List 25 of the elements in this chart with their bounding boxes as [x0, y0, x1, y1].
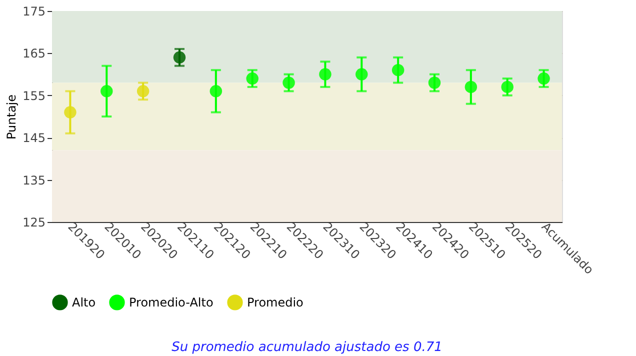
point — [319, 68, 332, 80]
point — [501, 80, 514, 94]
point — [246, 72, 258, 85]
point — [538, 72, 550, 85]
point — [64, 106, 76, 118]
point — [173, 51, 186, 64]
point — [210, 85, 222, 98]
y-axis-title: Puntaje — [4, 94, 19, 140]
point — [100, 85, 113, 98]
legend-label: Promedio — [247, 295, 304, 310]
text: Su promedio acumulado ajustado es 0.71 — [172, 340, 442, 355]
legend-label: Alto — [72, 295, 96, 310]
y-tick-label: 135 — [22, 173, 46, 188]
point — [464, 80, 478, 94]
point — [282, 76, 295, 89]
y-tick-label: 125 — [22, 216, 46, 230]
y-tick-label: 155 — [22, 88, 46, 103]
point — [356, 68, 368, 80]
y-tick-label: 145 — [22, 131, 46, 146]
legend-label: Promedio-Alto — [129, 295, 214, 310]
point — [392, 64, 404, 76]
point — [428, 76, 441, 89]
y-tick-label: 165 — [22, 46, 46, 61]
y-tick-label: 175 — [22, 4, 46, 18]
point — [136, 85, 150, 98]
